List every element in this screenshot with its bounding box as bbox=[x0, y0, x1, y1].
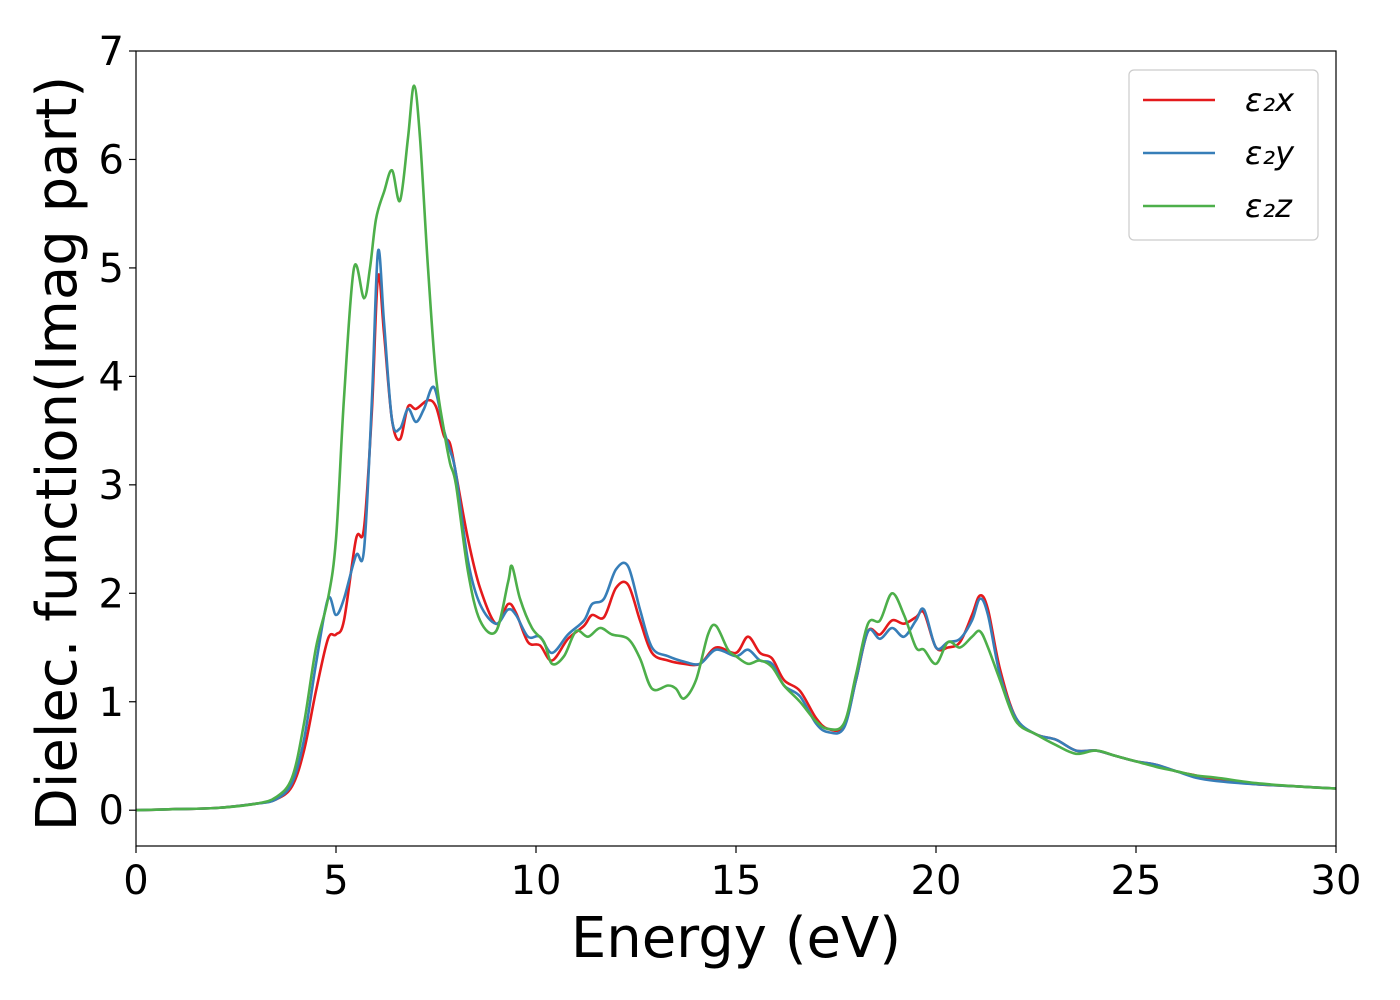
y-tick-label-6: 6 bbox=[99, 137, 124, 183]
y-tick-label-7: 7 bbox=[99, 29, 124, 75]
y-axis-label: Dielec. function(Imag part) bbox=[25, 76, 90, 832]
legend-box bbox=[1128, 69, 1319, 241]
x-tick-label-6: 30 bbox=[1311, 858, 1362, 904]
series-line-0 bbox=[136, 273, 1336, 812]
series-line-2 bbox=[136, 84, 1336, 812]
legend-label-0: ε₂x bbox=[1245, 81, 1295, 119]
legend: ε₂x ε₂y ε₂z bbox=[1128, 69, 1319, 241]
y-tick-label-4: 4 bbox=[99, 354, 124, 400]
x-axis-label: Energy (eV) bbox=[571, 906, 901, 971]
y-tick-label-1: 1 bbox=[99, 680, 124, 726]
legend-label-2: ε₂z bbox=[1245, 187, 1293, 225]
series-line-1 bbox=[136, 248, 1336, 812]
legend-label-1: ε₂y bbox=[1245, 134, 1295, 172]
x-tick-label-3: 15 bbox=[711, 858, 762, 904]
x-tick-label-2: 10 bbox=[511, 858, 562, 904]
x-tick-label-5: 25 bbox=[1111, 858, 1162, 904]
y-tick-label-2: 2 bbox=[99, 571, 124, 617]
axis-ticks: 0 5 10 15 20 25 30 0 1 2 3 4 5 6 7 bbox=[99, 29, 1362, 904]
y-tick-label-0: 0 bbox=[99, 788, 124, 834]
x-tick-label-4: 20 bbox=[911, 858, 962, 904]
x-tick-label-1: 5 bbox=[323, 858, 348, 904]
y-tick-label-5: 5 bbox=[99, 246, 124, 292]
x-tick-label-0: 0 bbox=[123, 858, 148, 904]
y-tick-label-3: 3 bbox=[99, 463, 124, 509]
series-lines bbox=[136, 84, 1336, 812]
